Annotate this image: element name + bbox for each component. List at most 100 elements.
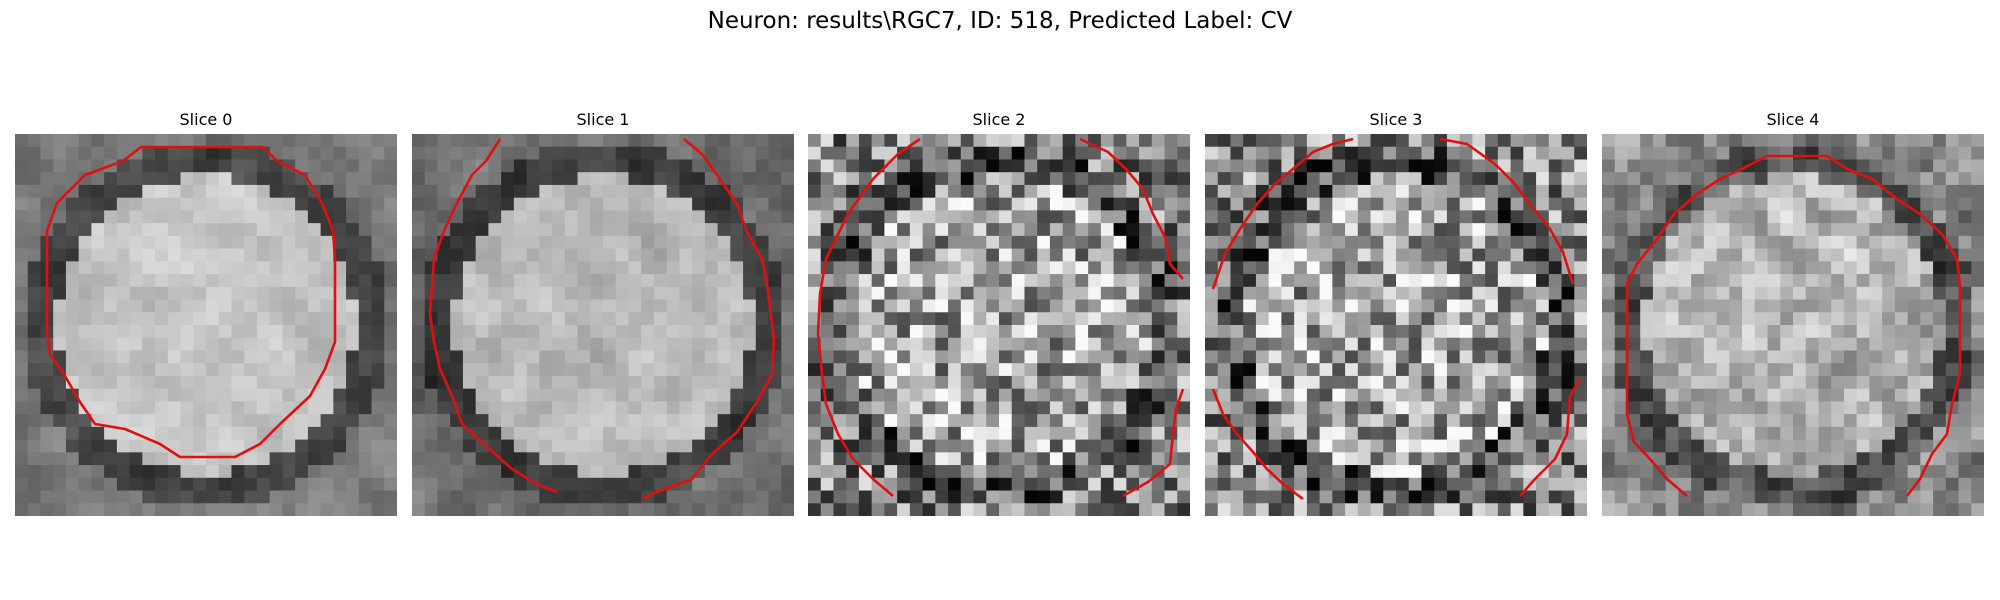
pixel (1780, 134, 1794, 148)
pixel (768, 159, 782, 173)
pixel (1205, 465, 1219, 479)
pixel (269, 325, 283, 339)
pixel (1243, 337, 1257, 352)
pixel (1472, 388, 1486, 402)
pixel (1100, 439, 1115, 453)
pixel (999, 363, 1013, 377)
pixel (180, 261, 194, 275)
pixel (320, 337, 334, 352)
pixel (552, 477, 566, 492)
pixel (1574, 439, 1587, 453)
pixel (808, 159, 822, 173)
pixel (1217, 350, 1232, 364)
pixel (1139, 235, 1153, 250)
pixel (167, 490, 182, 504)
pixel (1805, 490, 1820, 504)
pixel (437, 134, 451, 148)
pixel (922, 134, 936, 148)
pixel (948, 337, 962, 352)
pixel (1281, 477, 1295, 492)
pixel (1907, 223, 1921, 237)
pixel (1383, 197, 1397, 211)
pixel (155, 312, 169, 326)
pixel (1088, 210, 1102, 224)
pixel (412, 159, 426, 173)
pixel (231, 477, 245, 492)
pixel (808, 477, 822, 492)
pixel (820, 350, 835, 364)
pixel (1281, 363, 1295, 377)
pixel (91, 452, 105, 466)
pixel (1602, 299, 1616, 313)
pixel (1472, 172, 1486, 186)
pixel (1294, 477, 1308, 492)
pixel (1703, 197, 1718, 211)
pixel (1088, 388, 1102, 402)
pixel (781, 172, 794, 186)
pixel (679, 235, 693, 250)
pixel (871, 414, 885, 428)
pixel (142, 248, 156, 262)
pixel (78, 439, 92, 453)
pixel (1856, 426, 1870, 441)
pixel (1139, 286, 1153, 301)
pixel (1729, 261, 1743, 275)
pixel (820, 388, 835, 402)
pixel (526, 375, 540, 390)
pixel (986, 210, 1000, 224)
pixel (1691, 210, 1705, 224)
pixel (1716, 363, 1730, 377)
pixel (564, 337, 579, 352)
pixel (1780, 299, 1794, 313)
pixel (206, 235, 220, 250)
pixel (897, 465, 911, 479)
pixel (590, 197, 604, 211)
pixel (1100, 134, 1115, 148)
pixel (1945, 286, 1960, 301)
pixel (1882, 426, 1896, 441)
pixel (897, 388, 911, 402)
pixel (1446, 172, 1461, 186)
pixel (1602, 503, 1616, 516)
pixel (1536, 414, 1550, 428)
pixel (986, 465, 1000, 479)
pixel (1767, 503, 1781, 516)
pixel (1037, 248, 1051, 262)
pixel (1716, 503, 1730, 516)
pixel (1805, 146, 1820, 161)
pixel (935, 363, 949, 377)
pixel (269, 388, 283, 402)
pixel (475, 146, 489, 161)
pixel (564, 210, 579, 224)
pixel (948, 503, 962, 516)
pixel (1294, 375, 1308, 390)
pixel (1459, 414, 1473, 428)
pixel (1075, 465, 1089, 479)
pixel (142, 388, 156, 402)
pixel (15, 363, 29, 377)
pixel (1049, 286, 1064, 301)
pixel (155, 261, 169, 275)
pixel (909, 363, 924, 377)
pixel (78, 337, 92, 352)
pixel (1396, 363, 1410, 377)
pixel (884, 197, 898, 211)
pixel (846, 465, 860, 479)
pixel (142, 235, 156, 250)
pixel (1958, 274, 1972, 288)
pixel (1678, 274, 1692, 288)
pixel (1205, 235, 1219, 250)
pixel (231, 490, 245, 504)
pixel (462, 452, 477, 466)
pixel (218, 312, 233, 326)
pixel (1907, 452, 1921, 466)
pixel (1319, 184, 1333, 199)
pixel (462, 477, 477, 492)
pixel (590, 426, 604, 441)
pixel (1678, 299, 1692, 313)
pixel (1164, 465, 1178, 479)
pixel (1716, 235, 1730, 250)
pixel (1434, 261, 1448, 275)
pixel (1151, 375, 1166, 390)
pixel (371, 426, 385, 441)
